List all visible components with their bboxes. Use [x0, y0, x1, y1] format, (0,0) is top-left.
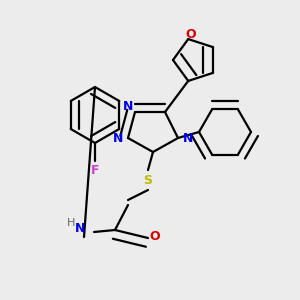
Text: F: F: [91, 164, 99, 176]
Text: N: N: [75, 223, 85, 236]
Text: O: O: [150, 230, 160, 242]
Text: N: N: [183, 131, 193, 145]
Text: S: S: [143, 173, 152, 187]
Text: H: H: [67, 218, 75, 228]
Text: N: N: [113, 131, 123, 145]
Text: O: O: [185, 28, 196, 40]
Text: N: N: [123, 100, 133, 113]
